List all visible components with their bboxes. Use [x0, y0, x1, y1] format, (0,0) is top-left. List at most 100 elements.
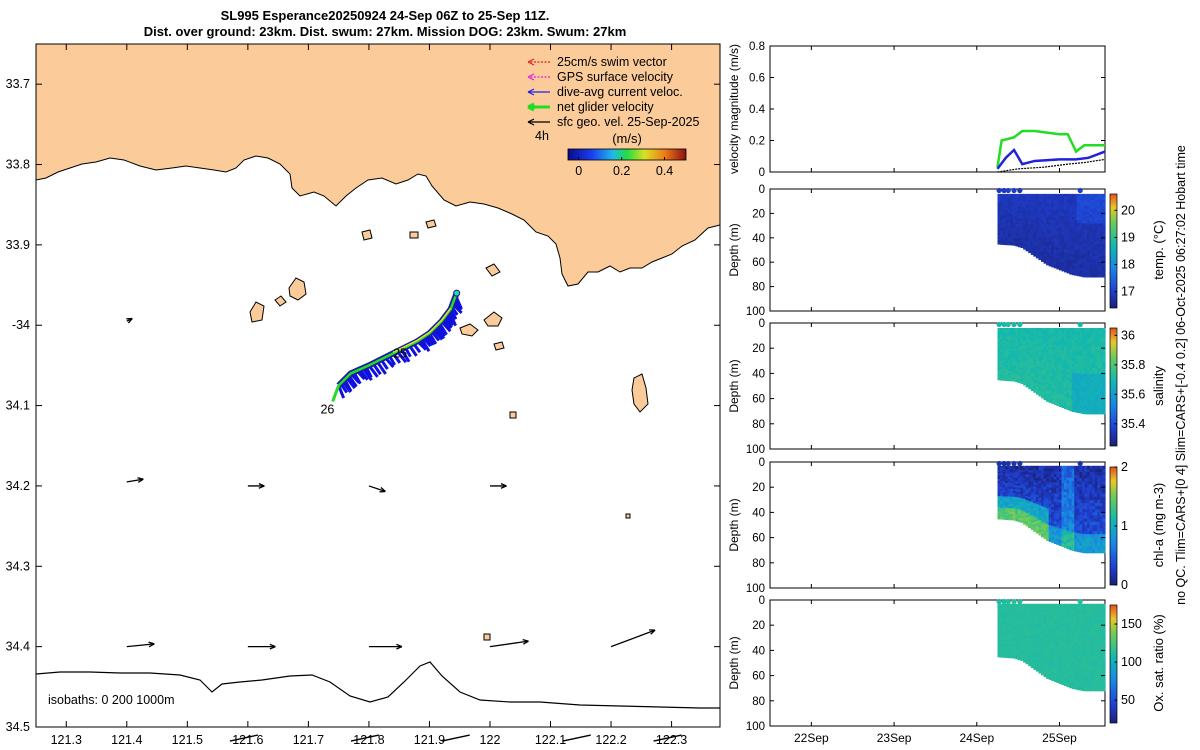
section-cell: [1035, 375, 1040, 379]
section-cell: [997, 471, 1001, 474]
section-cell: [1058, 497, 1063, 501]
section-cell: [1102, 253, 1106, 257]
section-cell: [1038, 205, 1042, 209]
panel-y-tick-label: 0.2: [749, 136, 765, 148]
section-cell: [1064, 606, 1068, 611]
section-cell: [1041, 470, 1045, 474]
section-cell: [1069, 540, 1073, 545]
section-cell: [1082, 247, 1086, 251]
section-cell: [1099, 389, 1104, 393]
section-cell: [1020, 355, 1024, 359]
section-cell: [1023, 229, 1027, 232]
section-cell: [1066, 348, 1070, 352]
section-cell: [1000, 643, 1004, 647]
section-cell: [1028, 347, 1032, 351]
section-cell: [1041, 237, 1045, 241]
section-cell: [1084, 244, 1088, 248]
section-cell: [1099, 527, 1104, 532]
section-cell: [1043, 481, 1047, 485]
section-cell: [1079, 382, 1083, 387]
section-cell: [1048, 204, 1052, 208]
map-y-tick-label: -34: [12, 318, 30, 332]
section-cell: [1087, 543, 1091, 548]
section-cell: [1056, 474, 1060, 478]
section-cell: [997, 201, 1001, 204]
section-cell: [1092, 625, 1096, 630]
section-cell: [1064, 489, 1068, 493]
section-cell: [1074, 352, 1078, 356]
section-cell: [1002, 622, 1006, 626]
section-cell: [1043, 611, 1047, 615]
section-cell: [1061, 523, 1065, 527]
section-cell: [1041, 513, 1045, 517]
section-cell: [1015, 495, 1019, 498]
section-cell: [1012, 630, 1016, 634]
section-cell: [1061, 199, 1065, 203]
section-cell: [1056, 631, 1060, 636]
section-cell: [1092, 490, 1096, 495]
section-cell: [1005, 348, 1009, 352]
section-cell: [1048, 217, 1052, 221]
section-cell: [1035, 606, 1040, 610]
section-cell: [1089, 268, 1093, 272]
section-cell: [997, 361, 1001, 364]
section-cell: [1084, 515, 1088, 520]
section-cell: [1099, 244, 1104, 248]
section-cell: [1074, 403, 1078, 407]
section-cell: [1094, 361, 1098, 366]
section-cell: [997, 617, 1001, 620]
section-cell: [1015, 236, 1019, 240]
section-cell: [1092, 380, 1096, 384]
section-cell: [1028, 647, 1032, 651]
section-cell: [1071, 493, 1075, 497]
section-cell: [1079, 512, 1083, 516]
section-cell: [1061, 257, 1065, 261]
section-cell: [1082, 386, 1086, 390]
section-cell: [1041, 258, 1045, 262]
section-cell: [1099, 235, 1104, 239]
section-cell: [1046, 529, 1050, 533]
section-cell: [1089, 496, 1093, 501]
section-cell: [1043, 386, 1047, 390]
section-cell: [1023, 199, 1027, 203]
section-cell: [1035, 663, 1040, 667]
section-cell: [1046, 481, 1050, 485]
section-cell: [997, 242, 1001, 245]
section-cell: [1094, 196, 1098, 201]
section-cell: [1007, 609, 1011, 612]
section-cell: [1030, 484, 1034, 487]
section-cell: [1066, 615, 1070, 620]
section-cell: [1048, 471, 1052, 475]
section-cell: [1015, 650, 1019, 654]
section-cell: [1058, 652, 1063, 656]
section-cell: [1102, 244, 1106, 248]
section-cell: [1082, 199, 1086, 204]
section-cell: [1061, 193, 1065, 198]
section-cell: [1018, 605, 1022, 609]
section-cell: [1041, 242, 1045, 246]
section-cell: [1010, 653, 1014, 657]
section-cell: [1051, 193, 1055, 198]
section-cell: [1074, 358, 1078, 362]
section-cell: [1046, 657, 1050, 661]
section-cell: [1030, 608, 1034, 612]
section-cell: [997, 202, 1001, 206]
section-cell: [1069, 271, 1073, 275]
section-cell: [1043, 231, 1047, 235]
section-cell: [1069, 483, 1073, 488]
section-cell: [1079, 478, 1083, 482]
section-cell: [1079, 355, 1083, 359]
section-cell: [1053, 347, 1057, 351]
section-cell: [1089, 370, 1093, 375]
section-cell: [1097, 465, 1101, 470]
section-cell: [1041, 355, 1045, 359]
section-cell: [1097, 389, 1101, 393]
section-cell: [1084, 493, 1088, 498]
section-cell: [1099, 506, 1104, 510]
surface-sample-dot: [1011, 460, 1017, 467]
section-cell: [1079, 270, 1083, 274]
section-cell: [1048, 482, 1052, 486]
section-cell: [1005, 605, 1009, 609]
section-cell: [1023, 219, 1027, 223]
section-cell: [1061, 237, 1065, 242]
